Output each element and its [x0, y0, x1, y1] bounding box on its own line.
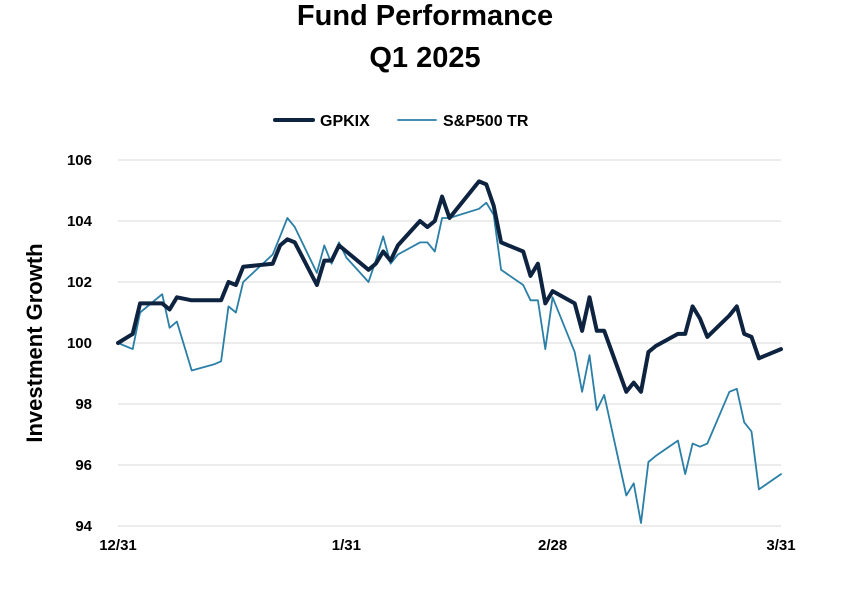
y-tick-label-104: 104: [67, 213, 93, 230]
series-line-sp500-tr: [117, 201, 782, 524]
series-line-gpkix: [116, 179, 783, 394]
x-tick-label-2-28: 2/28: [538, 537, 567, 554]
x-tick-label-1-31: 1/31: [332, 537, 361, 554]
legend-sp500-tr-label: S&P500 TR: [443, 113, 529, 130]
legend-gpkix-label: GPKIX: [320, 113, 370, 130]
y-tick-label-94: 94: [75, 518, 92, 535]
y-tick-label-98: 98: [75, 396, 92, 413]
y-tick-label-102: 102: [67, 274, 92, 291]
x-tick-label-12-31: 12/31: [99, 537, 137, 554]
y-tick-label-106: 106: [67, 152, 92, 169]
y-tick-label-100: 100: [67, 335, 92, 352]
chart-subtitle: Q1 2025: [369, 42, 481, 74]
y-axis-label: Investment Growth: [22, 243, 47, 442]
x-tick-label-3-31: 3/31: [766, 537, 795, 554]
y-tick-label-96: 96: [75, 457, 92, 474]
chart-title: Fund Performance: [296, 0, 554, 32]
